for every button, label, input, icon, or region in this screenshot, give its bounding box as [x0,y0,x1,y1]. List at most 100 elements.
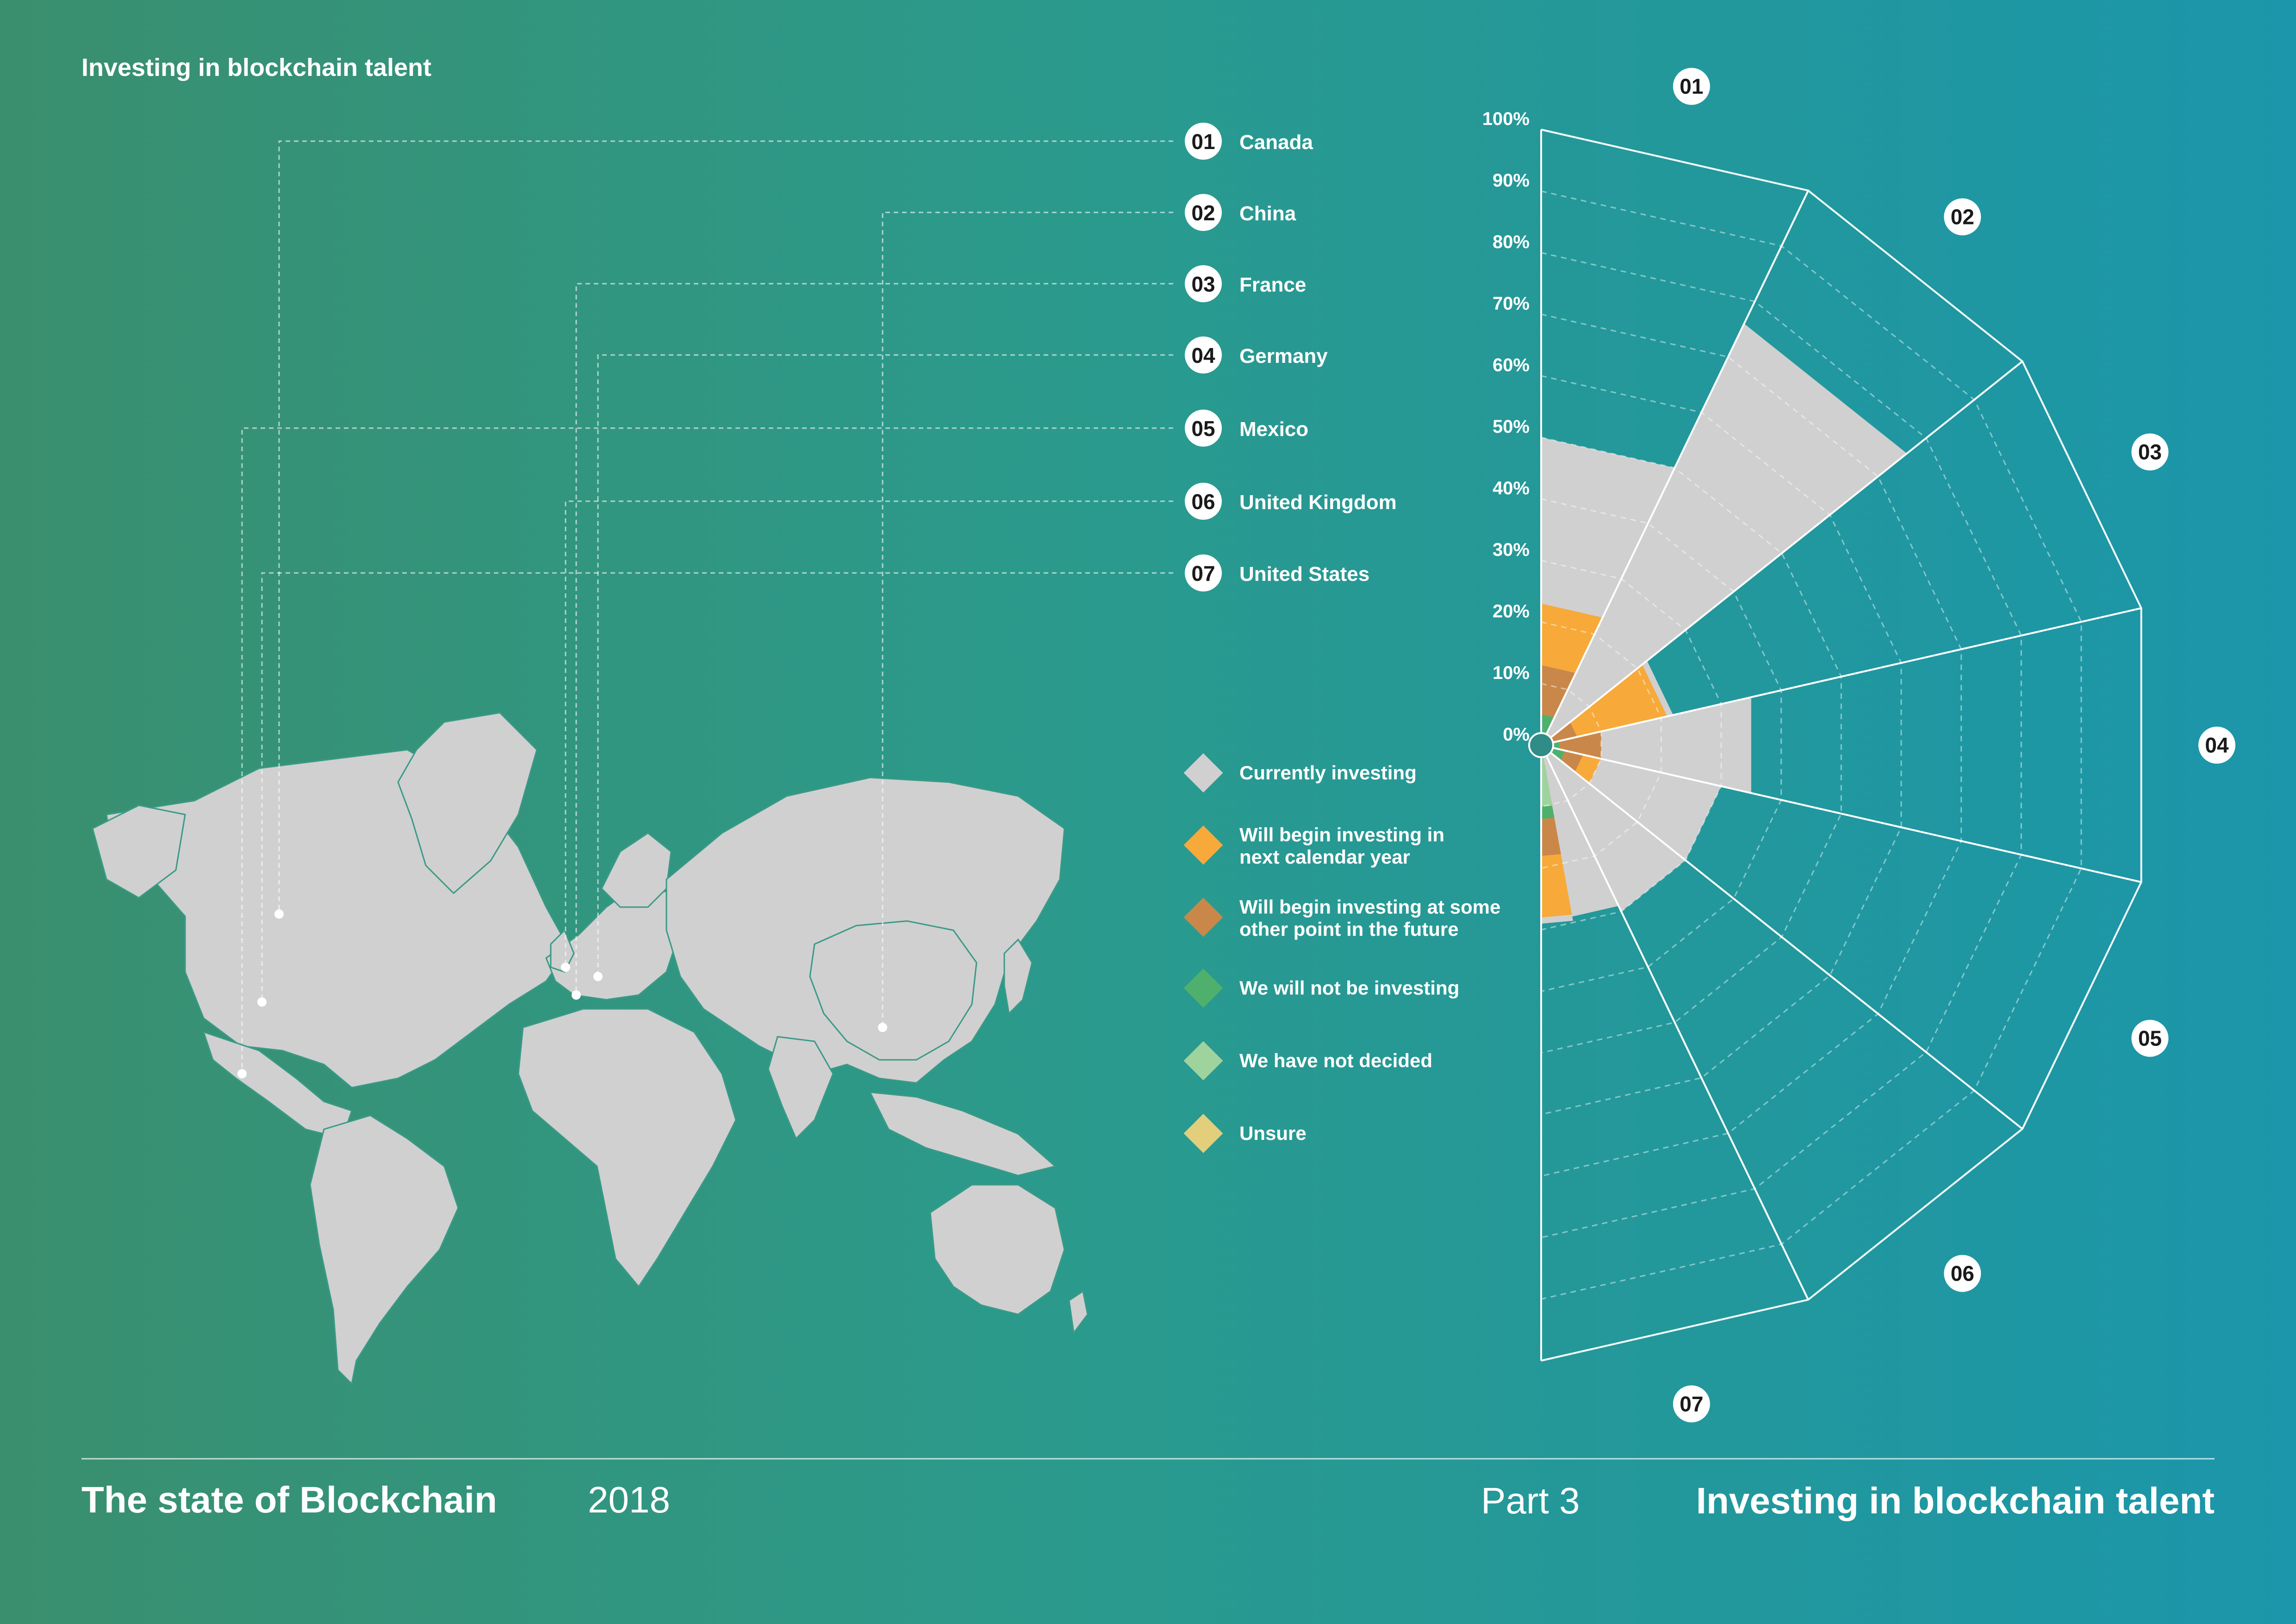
polar-gridline [1541,190,2082,1300]
country-item: 03 France [1185,265,1306,302]
country-item: 01 Canada [1185,123,1313,160]
country-name: United States [1239,563,1369,585]
polar-category-label: 04 [2205,733,2229,757]
map-marker [274,909,284,919]
country-number-badge [1185,123,1222,160]
footer-report-title: The state of Blockchain [81,1479,497,1520]
map-marker [561,963,570,972]
header-title: Investing in blockchain talent [81,54,431,81]
polar-gridline [1541,252,2022,1238]
polar-bar [1541,745,1686,912]
map-marker [572,990,581,1000]
legend-label: Unsure [1239,1122,1307,1144]
polar-gridline [1541,560,1722,931]
legend-item: We will not be investing [1183,968,1459,1008]
polar-bar [1541,745,1552,807]
country-item: 07 United States [1185,554,1369,591]
legend-label: Currently investing [1239,762,1417,784]
legend-item: We have not decided [1183,1041,1432,1081]
legend-swatch [1183,825,1223,865]
legend-item: Will begin investing in next calendar yea… [1183,824,1444,868]
polar-category-label: 05 [2138,1026,2162,1050]
polar-center [1528,732,1554,758]
map-scandinavia [601,832,672,908]
leader-line [597,354,1173,977]
polar-spoke [1540,361,2023,746]
map-new-zealand [1068,1290,1089,1335]
polar-category-label: 03 [2138,440,2162,464]
legend-item: Will begin investing at some other point … [1183,896,1500,940]
legend-label: Will begin investing at some other point … [1239,896,1500,940]
map-south-america [309,1114,459,1386]
country-number: 02 [1191,201,1215,225]
map-india [767,1036,834,1140]
polar-category-badge: 01 [1673,68,1710,105]
legend-label: Will begin investing in next calendar yea… [1239,824,1444,868]
polar-tick-label: 30% [1493,540,1530,560]
country-name: Canada [1239,131,1313,154]
polar-category-label: 06 [1951,1261,1974,1285]
country-number-badge [1185,194,1222,231]
country-item: 05 Mexico [1185,410,1308,447]
map-japan [1003,938,1033,1015]
polar-category-badge: 05 [2131,1020,2169,1057]
legend-item: Currently investing [1183,753,1417,793]
polar-tick-label: 70% [1493,293,1530,314]
polar-bar [1541,664,1668,745]
polar-category-circle [2131,433,2169,471]
country-number-badge [1185,336,1222,373]
legend-swatch [1183,1041,1223,1081]
polar-tick-label: 20% [1493,601,1530,622]
polar-gridline [1541,683,1602,808]
country-number-badge [1185,265,1222,302]
polar-bar [1541,731,1601,759]
country-item: 06 United Kingdom [1185,483,1397,520]
legend: Currently investing Will begin investing … [1183,753,1500,1153]
legend-swatch [1183,1114,1223,1153]
polar-gridline [1541,436,1842,1054]
leader-line [565,500,1173,967]
country-number: 01 [1191,130,1215,154]
polar-tick-label: 60% [1493,355,1530,375]
country-number-badge [1185,410,1222,447]
map-greenland [397,712,538,895]
polar-category-circle [1673,1385,1710,1423]
polar-gridline [1541,621,1662,869]
leader-line [278,140,1173,914]
footer-report-year: 2018 [588,1479,670,1520]
country-item: 02 China [1185,194,1296,231]
leader-line [241,427,1173,1074]
polar-gridline [1541,375,1902,1115]
polar-gridline [1541,129,2142,1362]
polar-chart: 0% 10% 20% 30% 40% 50% 60% 70% 80% 90% 100% 01 02 03 0… [1482,68,2235,1423]
polar-category-badge: 07 [1673,1385,1710,1423]
map-marker [237,1069,247,1078]
polar-category-label: 02 [1951,205,1974,229]
polar-tick-label: 40% [1493,478,1530,498]
polar-tick-label: 0% [1503,724,1530,745]
polar-spoke [1540,190,1809,746]
country-number: 04 [1191,343,1215,367]
polar-category-badge: 04 [2198,727,2235,764]
polar-category-circle [1673,68,1710,105]
legend-label: We have not decided [1239,1050,1432,1071]
country-name: United Kingdom [1239,491,1397,514]
map-australia [929,1184,1065,1315]
polar-category-badge: 03 [2131,433,2169,471]
polar-tick-label: 50% [1493,417,1530,437]
map-alaska [92,804,186,899]
country-number-badge [1185,483,1222,520]
world-map [92,712,1089,1386]
polar-category-label: 07 [1680,1392,1703,1416]
country-item: 04 Germany [1185,336,1328,373]
legend-swatch [1183,897,1223,937]
country-number: 05 [1191,417,1215,441]
map-china [809,920,977,1061]
polar-bar [1541,697,1751,793]
map-uk [550,929,575,973]
legend-swatch [1183,753,1223,793]
country-number: 03 [1191,272,1215,296]
leader-lines [237,140,1173,1078]
polar-tick-label: 80% [1493,232,1530,252]
